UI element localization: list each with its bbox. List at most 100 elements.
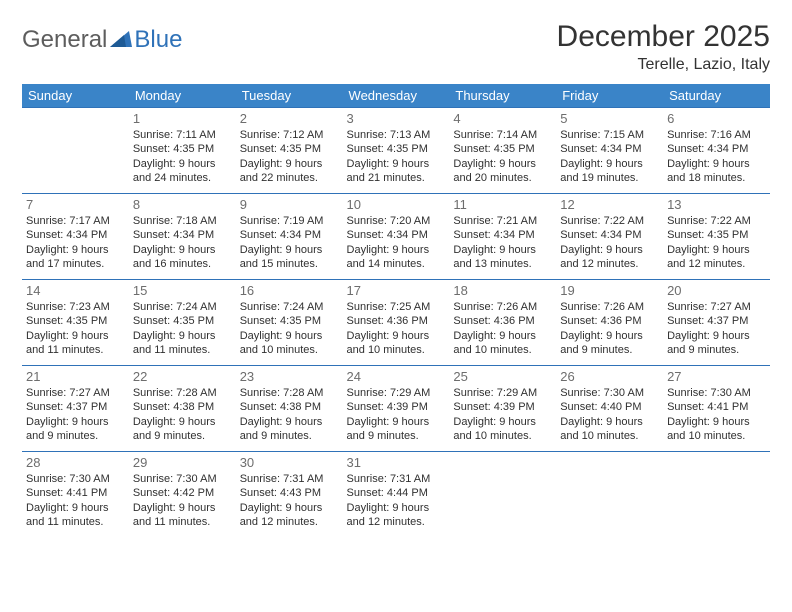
daylight-line: Daylight: 9 hours xyxy=(26,329,125,343)
day-cell: 2Sunrise: 7:12 AMSunset: 4:35 PMDaylight… xyxy=(236,108,343,194)
day-cell: 22Sunrise: 7:28 AMSunset: 4:38 PMDayligh… xyxy=(129,366,236,452)
day-number: 13 xyxy=(667,197,766,212)
day-number: 6 xyxy=(667,111,766,126)
day-cell: 7Sunrise: 7:17 AMSunset: 4:34 PMDaylight… xyxy=(22,194,129,280)
day-cell: 31Sunrise: 7:31 AMSunset: 4:44 PMDayligh… xyxy=(343,452,450,538)
sunrise-line: Sunrise: 7:26 AM xyxy=(560,300,659,314)
sunset-line: Sunset: 4:36 PM xyxy=(347,314,446,328)
day-number: 19 xyxy=(560,283,659,298)
daylight-line: and 10 minutes. xyxy=(560,429,659,443)
day-info: Sunrise: 7:12 AMSunset: 4:35 PMDaylight:… xyxy=(240,128,339,185)
daylight-line: Daylight: 9 hours xyxy=(453,329,552,343)
daylight-line: and 17 minutes. xyxy=(26,257,125,271)
daylight-line: Daylight: 9 hours xyxy=(240,501,339,515)
day-number: 4 xyxy=(453,111,552,126)
calendar-table: Sunday Monday Tuesday Wednesday Thursday… xyxy=(22,84,770,538)
day-info: Sunrise: 7:26 AMSunset: 4:36 PMDaylight:… xyxy=(560,300,659,357)
day-info: Sunrise: 7:25 AMSunset: 4:36 PMDaylight:… xyxy=(347,300,446,357)
sunrise-line: Sunrise: 7:11 AM xyxy=(133,128,232,142)
daylight-line: and 10 minutes. xyxy=(347,343,446,357)
daylight-line: Daylight: 9 hours xyxy=(240,415,339,429)
sunrise-line: Sunrise: 7:19 AM xyxy=(240,214,339,228)
daylight-line: Daylight: 9 hours xyxy=(667,243,766,257)
sunset-line: Sunset: 4:34 PM xyxy=(240,228,339,242)
sunset-line: Sunset: 4:42 PM xyxy=(133,486,232,500)
day-cell xyxy=(556,452,663,538)
day-number: 18 xyxy=(453,283,552,298)
sunset-line: Sunset: 4:34 PM xyxy=(26,228,125,242)
day-cell: 17 Sunrise: 7:25 AMSunset: 4:36 PMDayligh… xyxy=(343,280,450,366)
sunrise-line: Sunrise: 7:20 AM xyxy=(347,214,446,228)
day-info: Sunrise: 7:29 AMSunset: 4:39 PMDaylight:… xyxy=(347,386,446,443)
day-number: 9 xyxy=(240,197,339,212)
day-info: Sunrise: 7:27 AMSunset: 4:37 PMDaylight:… xyxy=(26,386,125,443)
title-block: December 2025 Terelle, Lazio, Italy xyxy=(557,20,770,74)
day-number: 17 xyxy=(347,283,446,298)
day-info: Sunrise: 7:30 AMSunset: 4:42 PMDaylight:… xyxy=(133,472,232,529)
day-info: Sunrise: 7:30 AMSunset: 4:41 PMDaylight:… xyxy=(667,386,766,443)
sunset-line: Sunset: 4:36 PM xyxy=(453,314,552,328)
day-cell: 11Sunrise: 7:21 AMSunset: 4:34 PMDayligh… xyxy=(449,194,556,280)
sunrise-line: Sunrise: 7:18 AM xyxy=(133,214,232,228)
sunrise-line: Sunrise: 7:27 AM xyxy=(667,300,766,314)
sunrise-line: Sunrise: 7:22 AM xyxy=(667,214,766,228)
daylight-line: Daylight: 9 hours xyxy=(560,243,659,257)
day-cell: 4Sunrise: 7:14 AMSunset: 4:35 PMDaylight… xyxy=(449,108,556,194)
sunset-line: Sunset: 4:41 PM xyxy=(667,400,766,414)
sunset-line: Sunset: 4:35 PM xyxy=(240,314,339,328)
sunset-line: Sunset: 4:34 PM xyxy=(560,142,659,156)
header: General Blue December 2025 Terelle, Lazi… xyxy=(22,20,770,74)
daylight-line: and 10 minutes. xyxy=(667,429,766,443)
daylight-line: Daylight: 9 hours xyxy=(560,157,659,171)
sunrise-line: Sunrise: 7:25 AM xyxy=(347,300,446,314)
daylight-line: and 11 minutes. xyxy=(26,343,125,357)
sunrise-line: Sunrise: 7:23 AM xyxy=(26,300,125,314)
sunrise-line: Sunrise: 7:12 AM xyxy=(240,128,339,142)
sunset-line: Sunset: 4:34 PM xyxy=(347,228,446,242)
daylight-line: and 9 minutes. xyxy=(240,429,339,443)
day-info: Sunrise: 7:28 AMSunset: 4:38 PMDaylight:… xyxy=(240,386,339,443)
day-info: Sunrise: 7:24 AMSunset: 4:35 PMDaylight:… xyxy=(133,300,232,357)
sunrise-line: Sunrise: 7:24 AM xyxy=(133,300,232,314)
day-cell: 26Sunrise: 7:30 AMSunset: 4:40 PMDayligh… xyxy=(556,366,663,452)
day-number: 30 xyxy=(240,455,339,470)
sunrise-line: Sunrise: 7:16 AM xyxy=(667,128,766,142)
weekday-header: Monday xyxy=(129,84,236,108)
sunset-line: Sunset: 4:39 PM xyxy=(453,400,552,414)
daylight-line: Daylight: 9 hours xyxy=(133,243,232,257)
daylight-line: and 22 minutes. xyxy=(240,171,339,185)
daylight-line: Daylight: 9 hours xyxy=(667,415,766,429)
week-row: 7Sunrise: 7:17 AMSunset: 4:34 PMDaylight… xyxy=(22,194,770,280)
day-cell: 3Sunrise: 7:13 AMSunset: 4:35 PMDaylight… xyxy=(343,108,450,194)
daylight-line: Daylight: 9 hours xyxy=(347,243,446,257)
day-info: Sunrise: 7:11 AMSunset: 4:35 PMDaylight:… xyxy=(133,128,232,185)
day-cell: 20Sunrise: 7:27 AMSunset: 4:37 PMDayligh… xyxy=(663,280,770,366)
daylight-line: and 14 minutes. xyxy=(347,257,446,271)
daylight-line: and 20 minutes. xyxy=(453,171,552,185)
sunset-line: Sunset: 4:35 PM xyxy=(453,142,552,156)
sunset-line: Sunset: 4:35 PM xyxy=(240,142,339,156)
day-number: 7 xyxy=(26,197,125,212)
daylight-line: Daylight: 9 hours xyxy=(240,157,339,171)
day-info: Sunrise: 7:23 AMSunset: 4:35 PMDaylight:… xyxy=(26,300,125,357)
daylight-line: and 13 minutes. xyxy=(453,257,552,271)
sunrise-line: Sunrise: 7:15 AM xyxy=(560,128,659,142)
daylight-line: and 9 minutes. xyxy=(667,343,766,357)
day-cell: 1Sunrise: 7:11 AMSunset: 4:35 PMDaylight… xyxy=(129,108,236,194)
day-info: Sunrise: 7:16 AMSunset: 4:34 PMDaylight:… xyxy=(667,128,766,185)
day-cell: 18Sunrise: 7:26 AMSunset: 4:36 PMDayligh… xyxy=(449,280,556,366)
daylight-line: Daylight: 9 hours xyxy=(240,243,339,257)
day-number: 8 xyxy=(133,197,232,212)
day-cell: 5Sunrise: 7:15 AMSunset: 4:34 PMDaylight… xyxy=(556,108,663,194)
sunset-line: Sunset: 4:37 PM xyxy=(667,314,766,328)
sunrise-line: Sunrise: 7:24 AM xyxy=(240,300,339,314)
daylight-line: Daylight: 9 hours xyxy=(133,157,232,171)
sunrise-line: Sunrise: 7:30 AM xyxy=(560,386,659,400)
sunset-line: Sunset: 4:35 PM xyxy=(26,314,125,328)
daylight-line: Daylight: 9 hours xyxy=(560,415,659,429)
day-number: 22 xyxy=(133,369,232,384)
day-cell: 19 Sunrise: 7:26 AMSunset: 4:36 PMDayligh… xyxy=(556,280,663,366)
day-info: Sunrise: 7:15 AMSunset: 4:34 PMDaylight:… xyxy=(560,128,659,185)
day-cell: 13Sunrise: 7:22 AMSunset: 4:35 PMDayligh… xyxy=(663,194,770,280)
day-number: 25 xyxy=(453,369,552,384)
